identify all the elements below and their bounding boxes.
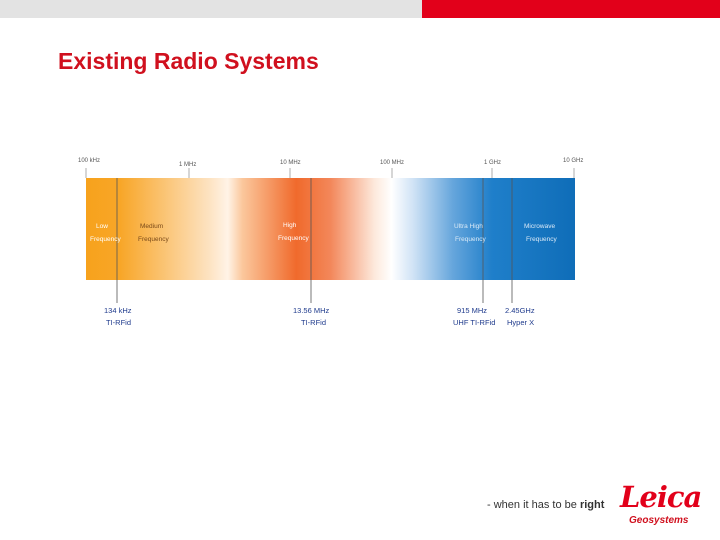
tagline-emphasis: right — [579, 499, 605, 511]
header-bar-red — [422, 0, 720, 18]
logo-subtitle: Geosystems — [629, 515, 689, 526]
system-label-2-45ghz: 2.45GHz Hyper X — [505, 306, 537, 327]
tagline-prefix: - when it has to be — [487, 499, 580, 511]
company-tagline: - when it has to be right — [487, 499, 604, 511]
band-label-ultra-high: Ultra High Frequency — [454, 223, 486, 243]
tick-label-10ghz: 10 GHz — [563, 158, 583, 164]
tick-label-100mhz: 100 MHz — [380, 160, 404, 166]
band-label-high: High Frequency — [278, 222, 309, 242]
tick-label-10mhz: 10 MHz — [280, 160, 301, 166]
system-label-134khz: 134 kHz TI-RFid — [104, 306, 134, 327]
leica-geosystems-logo: Leica Geosystems — [620, 480, 702, 530]
logo-wordmark: Leica — [620, 480, 702, 514]
header-bar-gray — [0, 0, 422, 18]
tick-label-1ghz: 1 GHz — [484, 160, 501, 166]
band-label-medium: Medium Frequency — [138, 223, 169, 243]
tick-label-1mhz: 1 MHz — [179, 162, 196, 168]
band-label-microwave: Microwave Frequency — [524, 223, 557, 243]
system-label-915mhz: 915 MHz UHF TI-RFid — [453, 306, 495, 327]
tick-label-100khz: 100 kHz — [78, 158, 100, 164]
band-label-low: Low Frequency — [90, 223, 121, 243]
spectrum-band — [86, 178, 575, 280]
slide-title: Existing Radio Systems — [58, 48, 319, 74]
decade-ticks — [85, 168, 575, 178]
system-label-13-56mhz: 13.56 MHz TI-RFid — [293, 306, 331, 327]
system-marker-lines — [116, 178, 513, 303]
